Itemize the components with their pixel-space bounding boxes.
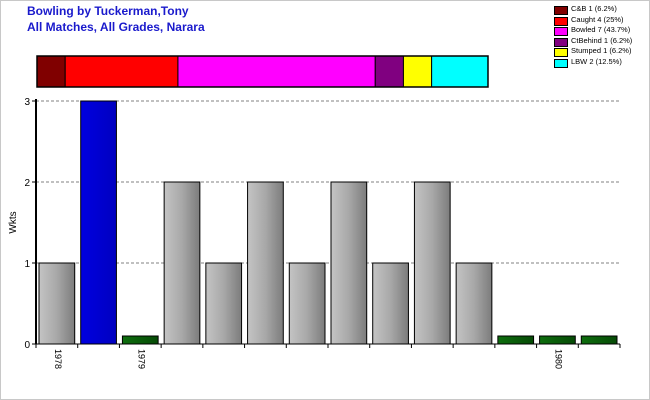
bar-zero: [580, 335, 618, 345]
dismissal-segment: [177, 55, 376, 88]
legend-swatch: [554, 48, 568, 57]
legend-swatch: [554, 27, 568, 36]
x-tick-label: 1978: [53, 349, 63, 369]
x-tick-label: 1980: [553, 349, 563, 369]
bar-zero: [121, 335, 159, 345]
y-tick-label: 0: [24, 340, 30, 351]
chart-subtitle: All Matches, All Grades, Narara: [27, 20, 205, 34]
legend-label: Bowled 7 (43.7%): [571, 25, 631, 34]
legend-swatch: [554, 37, 568, 47]
y-axis-label: Wkts: [8, 211, 19, 233]
dismissal-breakdown-bar: [36, 55, 489, 88]
legend-swatch: [554, 16, 568, 26]
axes: [35, 99, 620, 345]
dismissal-segment: [402, 55, 433, 88]
bars: [38, 100, 618, 345]
bar: [38, 262, 76, 345]
dismissal-segment: [64, 55, 179, 88]
legend-label: Caught 4 (25%): [571, 14, 624, 24]
y-tick-label: 1: [24, 259, 30, 270]
bar: [455, 262, 493, 345]
legend-swatch: [554, 58, 568, 68]
bar: [80, 100, 117, 345]
bar: [247, 181, 284, 345]
gridlines: [36, 100, 620, 264]
x-tick-label: 1979: [136, 349, 146, 369]
dismissal-bar-border: [36, 55, 489, 88]
bar-zero: [539, 335, 576, 345]
bar: [413, 181, 451, 345]
legend-swatch: [554, 6, 568, 15]
y-tick-label: 2: [24, 178, 30, 189]
y-tick-label: 3: [24, 97, 30, 108]
legend-label: Stumped 1 (6.2%): [571, 46, 632, 55]
bar: [205, 262, 243, 345]
dismissal-segment: [431, 55, 489, 88]
dismissal-segment: [374, 55, 404, 88]
bar: [163, 181, 201, 345]
bar: [288, 262, 326, 345]
legend-label: LBW 2 (12.5%): [571, 56, 622, 66]
bar: [330, 181, 368, 345]
dismissal-segment: [36, 55, 66, 88]
bar-zero: [497, 335, 535, 345]
y-axis-ticks: 0 1 2 3: [24, 97, 36, 351]
legend-label: CtBehind 1 (6.2%): [571, 35, 633, 45]
chart-title: Bowling by Tuckerman,Tony: [27, 4, 189, 18]
legend-label: C&B 1 (6.2%): [571, 4, 617, 13]
bar: [372, 262, 409, 345]
x-axis-ticks: 1978 1979 1980: [35, 344, 621, 369]
